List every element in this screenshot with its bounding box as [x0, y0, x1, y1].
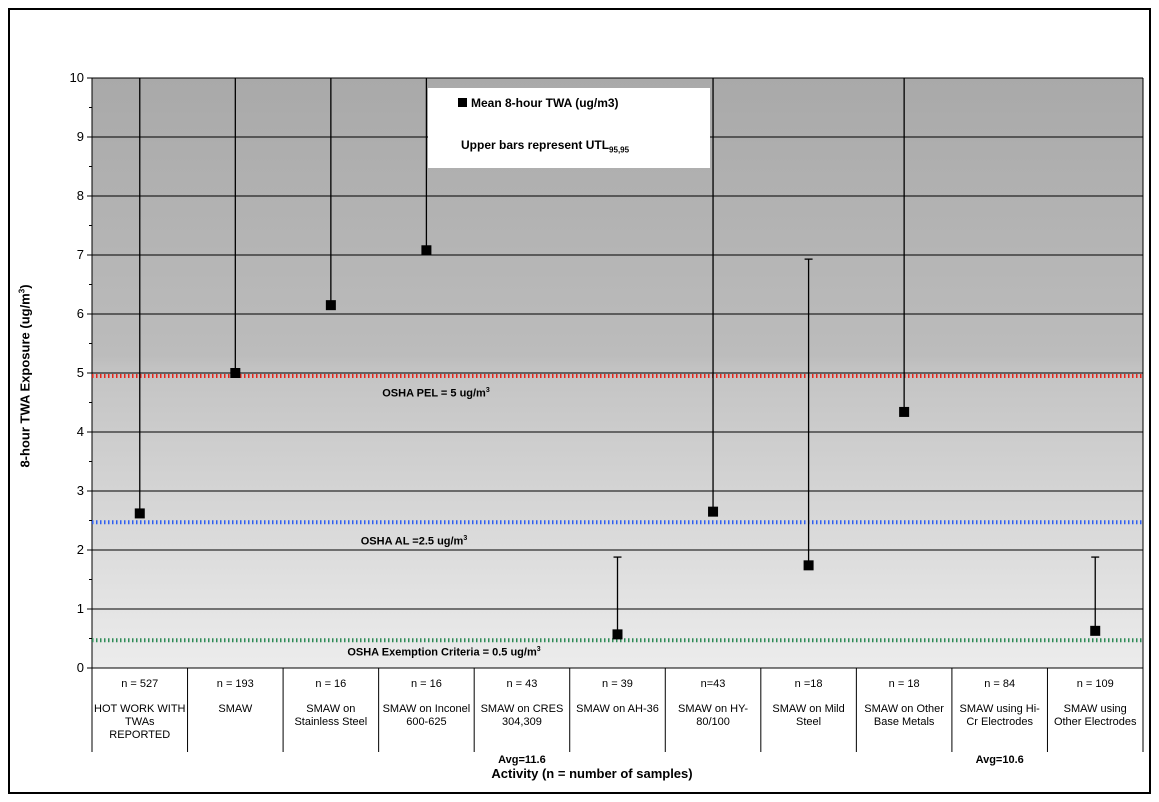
mean-marker	[708, 506, 719, 517]
mean-marker	[325, 300, 336, 311]
y-tick-label: 9	[76, 129, 84, 144]
category-average-note: Avg=10.6	[975, 754, 1024, 766]
category-label: SMAW on Inconel 600-625	[382, 703, 471, 728]
category-sample-count: n = 193	[216, 678, 254, 690]
y-tick-label: 0	[76, 660, 84, 675]
legend-note-text: Upper bars represent UTL	[461, 138, 610, 152]
y-tick-label: 4	[76, 424, 84, 439]
mean-marker	[899, 406, 910, 417]
legend-note: Upper bars represent UTL95,95	[461, 138, 629, 154]
legend-series-entry: Mean 8-hour TWA (ug/m3)	[458, 96, 619, 110]
category-sample-count: n = 43	[506, 678, 538, 690]
mean-marker	[612, 629, 623, 640]
reference-line-label-text: OSHA PEL = 5 ug/m	[382, 387, 486, 400]
category-label: SMAW on CRES 304,309	[480, 703, 564, 728]
y-tick-label: 8	[76, 188, 84, 203]
category-label: SMAW using Hi-Cr Electrodes	[959, 703, 1040, 728]
mean-marker	[1090, 625, 1101, 636]
y-tick-label: 1	[76, 601, 84, 616]
reference-line-label-text: OSHA AL =2.5 ug/m	[360, 535, 464, 548]
legend-note-subscript: 95,95	[609, 145, 630, 155]
y-axis-title-text: 8-hour TWA Exposure (ug/m	[17, 293, 33, 468]
y-axis-title-sup: 3	[17, 288, 27, 294]
category-label: SMAW on HY-80/100	[677, 703, 749, 728]
category-sample-count: n =18	[794, 678, 823, 690]
category-label: SMAW on Other Base Metals	[864, 703, 944, 728]
y-tick-label: 5	[76, 365, 84, 380]
reference-line-label: OSHA PEL = 5 ug/m3	[286, 387, 586, 400]
category-sample-count: n=43	[700, 678, 726, 690]
category-sample-count: n = 18	[888, 678, 920, 690]
x-axis-title: Activity (n = number of samples)	[491, 766, 693, 781]
reference-line-label-sup: 3	[463, 535, 468, 543]
chart-frame	[8, 8, 1151, 794]
reference-line-label: OSHA Exemption Criteria = 0.5 ug/m3	[294, 646, 594, 659]
category-label: HOT WORK WITH TWAs REPORTED	[94, 703, 186, 741]
y-tick-label: 7	[76, 247, 84, 262]
y-tick-label: 2	[76, 542, 84, 557]
reference-line-label-sup: 3	[485, 386, 490, 394]
legend-marker-icon	[458, 98, 467, 107]
category-label: SMAW	[218, 703, 253, 715]
reference-line-label-text: OSHA Exemption Criteria = 0.5 ug/m	[347, 646, 537, 659]
y-axis-title: 8-hour TWA Exposure (ug/m3)	[17, 284, 32, 467]
category-label: SMAW using Other Electrodes	[1053, 703, 1137, 728]
category-label: SMAW on AH-36	[576, 703, 659, 715]
category-sample-count: n = 84	[984, 678, 1016, 690]
category-sample-count: n = 527	[121, 678, 159, 690]
y-tick-label: 6	[76, 306, 84, 321]
mean-marker	[803, 560, 814, 571]
mean-marker	[134, 508, 145, 519]
category-average-note: Avg=11.6	[498, 754, 546, 766]
category-label: SMAW on Mild Steel	[772, 703, 845, 728]
category-sample-count: n = 39	[602, 678, 633, 690]
chart-legend: Mean 8-hour TWA (ug/m3) Upper bars repre…	[428, 88, 710, 168]
category-sample-count: n = 16	[315, 678, 347, 690]
y-tick-label: 10	[69, 70, 84, 85]
category-sample-count: n = 16	[410, 678, 442, 690]
y-axis-title-end: )	[17, 284, 33, 289]
mean-marker	[421, 245, 432, 256]
mean-marker	[230, 368, 241, 378]
reference-line-label-sup: 3	[536, 646, 541, 654]
reference-line-label: OSHA AL =2.5 ug/m3	[264, 535, 564, 548]
category-sample-count: n = 109	[1076, 678, 1114, 690]
y-tick-label: 3	[76, 483, 84, 498]
category-label: SMAW on Stainless Steel	[294, 703, 368, 728]
legend-series-label: Mean 8-hour TWA (ug/m3)	[471, 96, 619, 110]
